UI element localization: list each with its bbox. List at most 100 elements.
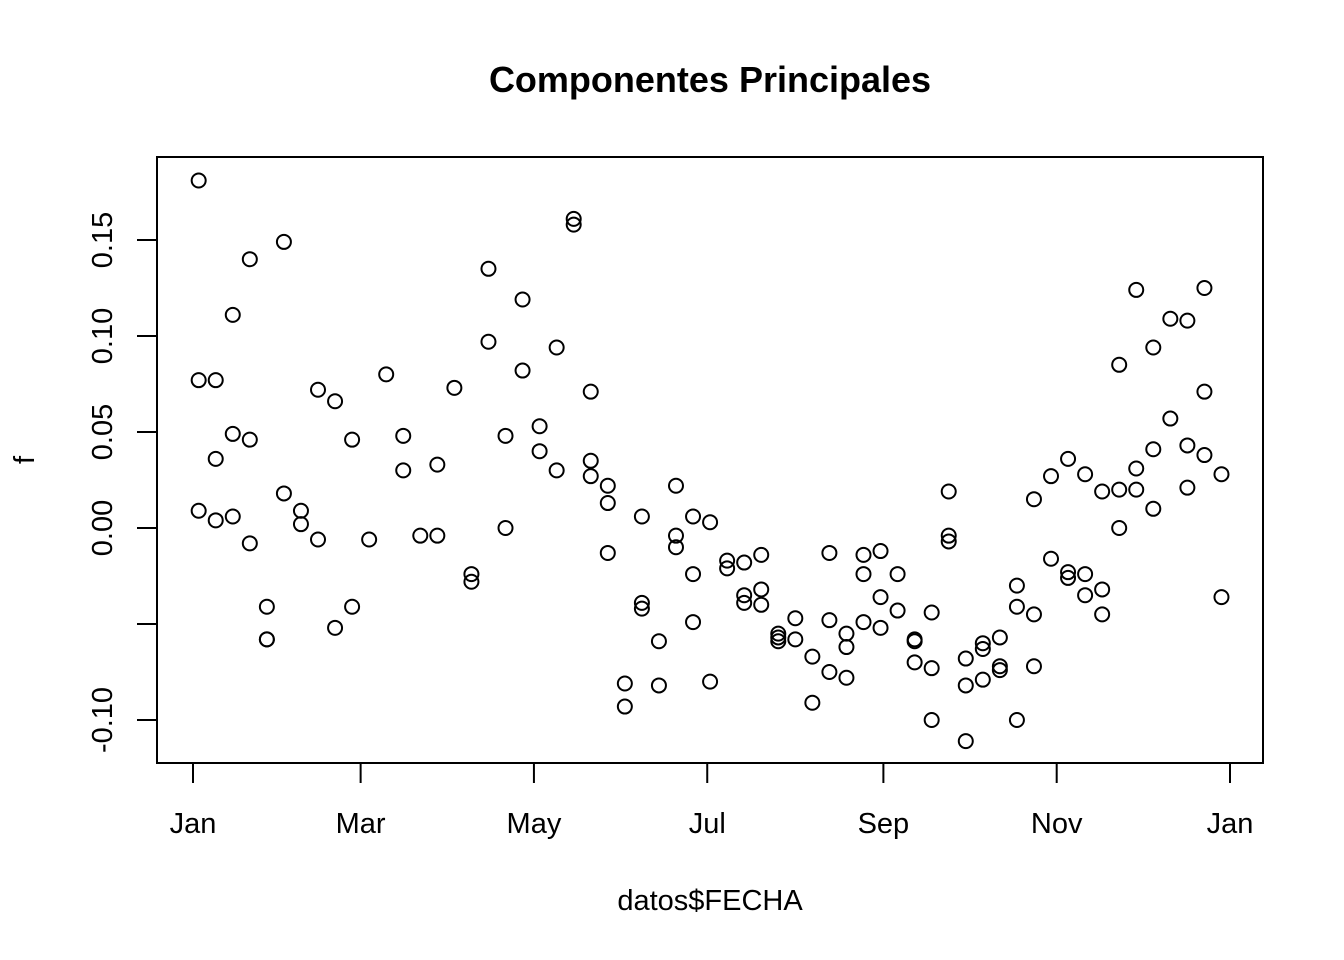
data-point xyxy=(463,573,480,590)
data-point xyxy=(582,383,599,400)
data-point xyxy=(650,633,667,650)
data-point xyxy=(241,535,258,552)
data-point xyxy=(429,456,446,473)
data-point xyxy=(633,600,650,617)
data-point xyxy=(599,477,616,494)
data-point xyxy=(412,527,429,544)
data-point xyxy=(1213,466,1230,483)
data-point xyxy=(446,379,463,396)
data-point xyxy=(395,427,412,444)
x-tick-label: Jan xyxy=(1207,808,1254,840)
data-point xyxy=(940,533,957,550)
data-point xyxy=(207,450,224,467)
data-point xyxy=(736,587,753,604)
data-point xyxy=(1145,500,1162,517)
data-point xyxy=(497,520,514,536)
data-point xyxy=(1094,606,1111,623)
data-point xyxy=(753,581,770,598)
x-tick-label: Nov xyxy=(1031,808,1083,840)
data-point xyxy=(633,508,650,525)
data-point xyxy=(1196,447,1213,464)
data-point xyxy=(736,594,753,611)
data-point xyxy=(582,468,599,485)
data-point xyxy=(719,560,736,577)
data-point xyxy=(1111,520,1128,536)
data-point xyxy=(855,614,872,631)
data-point xyxy=(258,631,275,648)
data-point xyxy=(736,554,753,571)
data-point xyxy=(1025,658,1042,675)
data-point xyxy=(224,306,241,323)
data-point xyxy=(804,694,821,711)
data-point xyxy=(923,660,940,677)
data-point xyxy=(1145,441,1162,458)
data-point xyxy=(667,539,684,556)
data-point xyxy=(395,462,412,479)
data-point xyxy=(429,527,446,544)
data-point xyxy=(1196,280,1213,296)
data-point xyxy=(1213,589,1230,606)
data-point xyxy=(1094,483,1111,500)
data-point xyxy=(974,671,991,688)
data-point xyxy=(821,544,838,561)
data-point xyxy=(1008,598,1025,615)
x-tick-label: Sep xyxy=(858,808,910,840)
data-point xyxy=(548,339,565,356)
data-point xyxy=(838,625,855,642)
data-point xyxy=(582,452,599,469)
data-point xyxy=(753,596,770,613)
x-tick-label: Mar xyxy=(336,808,386,840)
data-point xyxy=(821,664,838,680)
data-point xyxy=(344,598,361,615)
x-axis-label: datos$FECHA xyxy=(617,885,803,917)
y-axis: -0.10 0.00 0.05 0.10 0.15 xyxy=(87,212,157,753)
data-point xyxy=(1060,450,1077,467)
data-point xyxy=(821,612,838,629)
data-point xyxy=(1128,460,1145,477)
data-point xyxy=(1179,312,1196,329)
data-point xyxy=(1111,481,1128,498)
data-point xyxy=(1162,410,1179,427)
data-point xyxy=(855,546,872,563)
data-point xyxy=(1008,712,1025,728)
data-points xyxy=(190,172,1230,750)
data-point xyxy=(1179,437,1196,454)
x-axis: Jan Mar May Jul Sep Nov Jan xyxy=(170,763,1254,840)
data-point xyxy=(224,508,241,525)
data-point xyxy=(531,443,548,460)
data-point xyxy=(991,662,1008,679)
data-point xyxy=(514,291,531,308)
data-point xyxy=(872,619,889,636)
data-point xyxy=(1162,310,1179,327)
data-point xyxy=(719,552,736,569)
data-point xyxy=(923,604,940,621)
data-point xyxy=(1128,481,1145,498)
y-tick-label: 0.10 xyxy=(87,308,119,364)
y-axis-label: f xyxy=(9,455,41,464)
data-point xyxy=(327,619,344,636)
data-point xyxy=(872,543,889,560)
data-point xyxy=(957,650,974,667)
data-point xyxy=(190,372,207,389)
data-point xyxy=(1077,466,1094,483)
data-point xyxy=(275,233,292,250)
data-point xyxy=(1060,569,1077,586)
data-point xyxy=(310,381,327,398)
data-point xyxy=(1196,383,1213,400)
data-point xyxy=(991,629,1008,646)
data-point xyxy=(702,514,719,531)
data-point xyxy=(514,362,531,379)
data-point xyxy=(770,633,787,650)
y-tick-label: 0.00 xyxy=(87,500,119,556)
data-point xyxy=(616,675,633,692)
data-point xyxy=(565,216,582,233)
data-point xyxy=(633,594,650,611)
data-point xyxy=(327,393,344,410)
data-point xyxy=(531,418,548,435)
data-point xyxy=(361,531,378,548)
data-point xyxy=(855,566,872,583)
data-point xyxy=(497,427,514,444)
data-point xyxy=(906,633,923,650)
data-point xyxy=(650,677,667,694)
data-point xyxy=(804,648,821,665)
